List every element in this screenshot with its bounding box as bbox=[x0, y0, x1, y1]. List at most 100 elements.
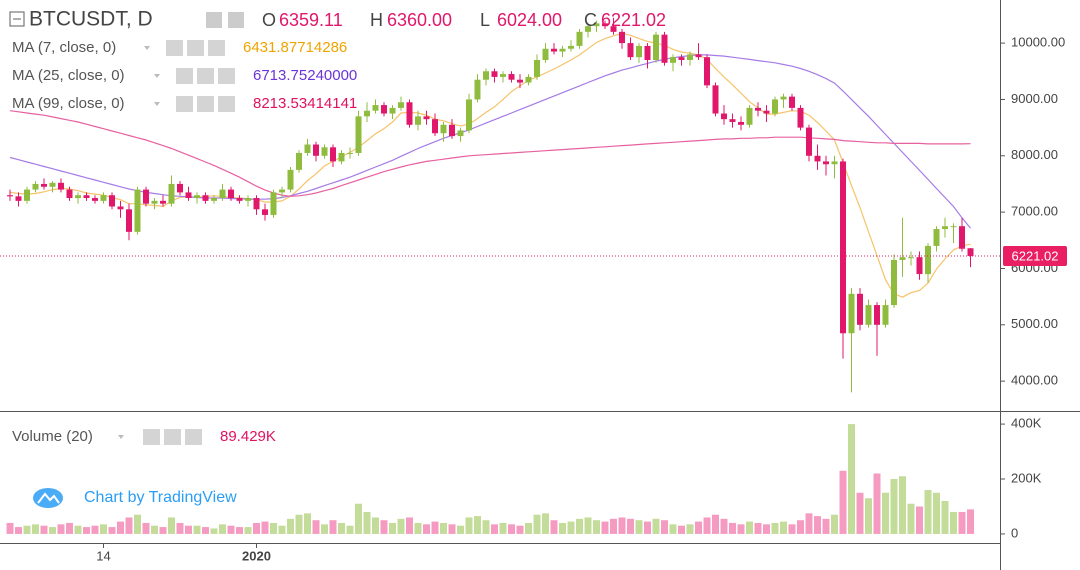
volume-bar bbox=[355, 503, 362, 534]
indicator-icon[interactable] bbox=[197, 96, 214, 112]
volume-bar bbox=[720, 518, 728, 534]
volume-bar bbox=[754, 522, 762, 534]
volume-bar bbox=[941, 500, 949, 534]
volume-bar bbox=[380, 520, 388, 534]
volume-bar bbox=[958, 511, 966, 534]
indicator-icon[interactable] bbox=[218, 68, 235, 84]
candle-body bbox=[440, 124, 447, 134]
candle-body bbox=[695, 54, 702, 58]
ohlc-value: 6221.02 bbox=[601, 10, 666, 30]
volume-bar bbox=[712, 514, 719, 534]
indicator-icon[interactable] bbox=[164, 429, 181, 445]
candle-body bbox=[83, 195, 90, 199]
candle-body bbox=[15, 196, 22, 201]
y-tick-label: 4000.00 bbox=[1011, 373, 1058, 388]
candle-body bbox=[627, 43, 634, 58]
candle-body bbox=[882, 305, 889, 325]
collapse-icon[interactable] bbox=[9, 11, 25, 27]
volume-bar bbox=[763, 524, 770, 534]
candle-body bbox=[270, 192, 277, 215]
volume-bar bbox=[533, 514, 541, 534]
candle-body bbox=[483, 71, 489, 80]
candle-body bbox=[797, 107, 804, 128]
candle-body bbox=[891, 260, 897, 306]
y-tick-label: 8000.00 bbox=[1011, 147, 1058, 162]
volume-bar bbox=[32, 524, 39, 534]
volume-bar bbox=[669, 524, 677, 534]
volume-bar bbox=[499, 522, 507, 534]
volume-bar bbox=[882, 492, 889, 534]
ohlc-value: 6360.00 bbox=[387, 10, 452, 30]
candle-body bbox=[517, 79, 523, 83]
volume-indicator-value: 89.429K bbox=[220, 428, 276, 445]
symbol-title: BTCUSDT, D bbox=[29, 8, 153, 31]
volume-bar bbox=[703, 517, 711, 534]
volume-bar bbox=[567, 521, 575, 534]
candle-body bbox=[457, 130, 464, 137]
volume-bar bbox=[312, 520, 320, 534]
volume-y-tick-label: 200K bbox=[1011, 470, 1042, 485]
candle-body bbox=[296, 152, 302, 170]
candle-body bbox=[959, 226, 965, 249]
x-tick-label: 2020 bbox=[242, 548, 271, 563]
candle-body bbox=[670, 57, 676, 63]
volume-bar bbox=[23, 525, 31, 534]
candle-body bbox=[950, 226, 957, 228]
candle-body bbox=[500, 74, 506, 77]
indicator-icon[interactable] bbox=[187, 40, 204, 56]
candle-body bbox=[661, 34, 668, 63]
indicator-menu-caret bbox=[154, 74, 160, 78]
candle-body bbox=[287, 169, 294, 190]
indicator-icon[interactable] bbox=[197, 68, 214, 84]
volume-bar bbox=[261, 521, 269, 534]
ohlc-value: 6359.11 bbox=[279, 10, 343, 30]
indicator-value: 6713.75240000 bbox=[253, 67, 357, 84]
candle-body bbox=[185, 192, 192, 199]
volume-bar bbox=[253, 522, 260, 534]
indicator-icon[interactable] bbox=[143, 429, 160, 445]
volume-bar bbox=[525, 522, 532, 534]
candle-body bbox=[857, 293, 863, 325]
volume-bar bbox=[108, 527, 116, 534]
candle-body bbox=[355, 116, 362, 153]
ohlc-key: O bbox=[262, 10, 276, 30]
candle-body bbox=[279, 189, 285, 193]
volume-bar bbox=[542, 513, 549, 534]
volume-bar bbox=[601, 521, 609, 534]
volume-bar bbox=[363, 511, 371, 534]
settings-icon[interactable] bbox=[228, 12, 244, 28]
indicator-icon[interactable] bbox=[208, 40, 225, 56]
volume-y-tick-label: 0 bbox=[1011, 525, 1018, 540]
candle-body bbox=[678, 57, 685, 61]
indicator-icon[interactable] bbox=[185, 429, 202, 445]
candle-body bbox=[746, 107, 753, 125]
indicator-icon[interactable] bbox=[218, 96, 235, 112]
volume-bar bbox=[780, 521, 787, 534]
volume-bar bbox=[125, 517, 133, 534]
settings-icon[interactable] bbox=[206, 12, 222, 28]
indicator-icon[interactable] bbox=[176, 96, 193, 112]
candle-body bbox=[848, 293, 855, 334]
watermark-logo-mark bbox=[37, 492, 60, 504]
candle-body bbox=[100, 195, 107, 201]
volume-bar bbox=[40, 525, 48, 534]
indicator-icon[interactable] bbox=[166, 40, 183, 56]
candle-body bbox=[109, 195, 115, 207]
volume-bar bbox=[414, 522, 422, 534]
volume-bar bbox=[176, 522, 184, 534]
candle-body bbox=[568, 45, 574, 49]
candle-body bbox=[874, 305, 880, 325]
volume-bar bbox=[635, 520, 643, 534]
y-tick-label: 5000.00 bbox=[1011, 316, 1058, 331]
candle-body bbox=[814, 155, 821, 162]
candle-body bbox=[194, 195, 200, 199]
volume-bar bbox=[304, 513, 311, 534]
indicator-icon[interactable] bbox=[176, 68, 193, 84]
volume-bar bbox=[805, 513, 813, 534]
candle-body bbox=[49, 182, 56, 187]
candle-body bbox=[423, 116, 430, 120]
candle-body bbox=[32, 183, 39, 190]
volume-bar bbox=[593, 520, 600, 534]
candle-body bbox=[823, 161, 829, 165]
